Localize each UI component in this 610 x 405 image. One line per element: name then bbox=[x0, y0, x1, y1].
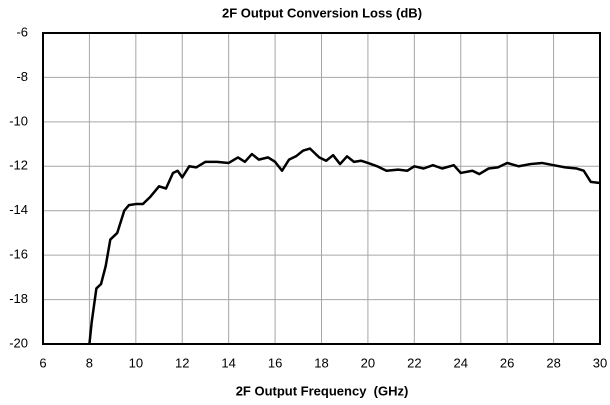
x-tick-label: 16 bbox=[268, 355, 282, 370]
x-tick-label: 30 bbox=[593, 355, 607, 370]
x-tick-label: 28 bbox=[546, 355, 560, 370]
x-tick-label: 22 bbox=[407, 355, 421, 370]
y-tick-label: -12 bbox=[9, 158, 28, 173]
plot-border bbox=[42, 32, 601, 345]
y-tick-label: -8 bbox=[16, 69, 28, 84]
x-tick-label: 26 bbox=[500, 355, 514, 370]
x-tick-label: 20 bbox=[361, 355, 375, 370]
y-tick-label: -20 bbox=[9, 335, 28, 350]
x-tick-label: 18 bbox=[314, 355, 328, 370]
x-tick-label: 10 bbox=[129, 355, 143, 370]
x-tick-label: 14 bbox=[221, 355, 235, 370]
y-tick-label: -10 bbox=[9, 113, 28, 128]
line bbox=[88, 147, 601, 345]
x-tick-label: 8 bbox=[86, 355, 93, 370]
y-tick-label: -18 bbox=[9, 291, 28, 306]
y-tick-label: -16 bbox=[9, 247, 28, 262]
chart-title: 2F Output Conversion Loss (dB) bbox=[222, 5, 422, 20]
x-axis-label: 2F Output Frequency (GHz) bbox=[236, 383, 409, 398]
x-tick-label: 6 bbox=[39, 355, 46, 370]
y-tick-label: -14 bbox=[9, 202, 28, 217]
y-tick-label: -6 bbox=[16, 24, 28, 39]
x-tick-label: 24 bbox=[454, 355, 468, 370]
x-tick-label: 12 bbox=[175, 355, 189, 370]
